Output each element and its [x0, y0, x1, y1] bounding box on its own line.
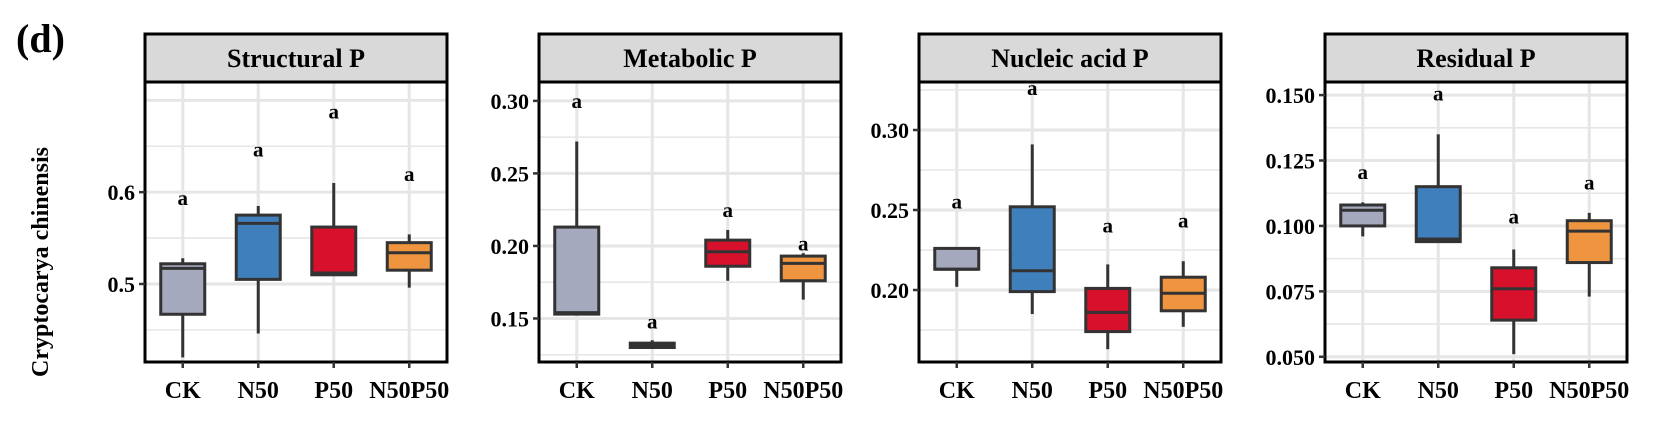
box-body	[310, 225, 358, 277]
x-tick-label: CK	[1345, 378, 1381, 404]
x-tick-label: CK	[165, 378, 201, 404]
box-ck: a	[933, 189, 981, 287]
box-p50: a	[1490, 204, 1538, 355]
box-ck: a	[553, 89, 601, 316]
plot-area	[539, 82, 841, 362]
y-tick-label: 0.25	[871, 198, 910, 223]
box-body	[553, 225, 601, 316]
significance-label: a	[723, 198, 734, 222]
strip-title: Residual P	[1416, 44, 1535, 73]
y-tick-label: 0.30	[491, 89, 530, 114]
row-label: Cryptocarya chinensis	[28, 147, 54, 377]
significance-label: a	[572, 89, 583, 113]
y-tick-label: 0.150	[1266, 83, 1316, 108]
significance-label: a	[253, 137, 264, 161]
box-n50p50: a	[385, 162, 433, 288]
significance-label: a	[1027, 76, 1038, 100]
y-tick-label: 0.15	[491, 306, 530, 331]
x-tick-label: P50	[314, 378, 353, 404]
y-tick-label: 0.050	[1266, 345, 1316, 370]
panel-4: a a a a Residual P 0.050 0.075 0.100 0.125 0.150 C…	[1266, 32, 1629, 404]
x-tick-label: N50P50	[1549, 378, 1629, 404]
box-body	[1008, 205, 1056, 294]
box-body	[1339, 203, 1387, 228]
y-tick-label: 0.30	[871, 118, 910, 143]
significance-label: a	[1103, 213, 1114, 237]
box-body	[1414, 185, 1462, 244]
significance-label: a	[1584, 170, 1595, 194]
y-tick-label: 0.5	[108, 272, 136, 297]
significance-label: a	[952, 189, 963, 213]
box-p50: a	[1084, 213, 1132, 350]
y-tick-label: 0.075	[1266, 279, 1316, 304]
x-tick-label: CK	[559, 378, 595, 404]
significance-label: a	[1178, 209, 1189, 233]
box-body	[779, 254, 827, 283]
box-n50: a	[1008, 76, 1056, 314]
box-ck: a	[1339, 160, 1387, 237]
x-tick-label: N50	[1012, 378, 1053, 404]
box-n50p50: a	[1159, 209, 1207, 327]
significance-label: a	[404, 162, 415, 186]
y-tick-label: 0.6	[108, 180, 136, 205]
x-tick-label: P50	[708, 378, 747, 404]
strip-header	[537, 32, 843, 84]
strip-header	[143, 32, 449, 84]
box-n50: a	[1414, 81, 1462, 244]
box-n50p50: a	[1565, 170, 1613, 297]
significance-label: a	[1358, 160, 1369, 184]
y-tick-label: 0.25	[491, 161, 530, 186]
box-n50: a	[234, 137, 282, 334]
strip-title: Nucleic acid P	[991, 44, 1149, 73]
box-body	[933, 246, 981, 271]
significance-label: a	[1509, 204, 1520, 228]
x-tick-label: N50	[238, 378, 279, 404]
x-tick-label: N50	[632, 378, 673, 404]
x-tick-label: CK	[939, 378, 975, 404]
x-tick-label: N50	[1418, 378, 1459, 404]
plot-area	[919, 82, 1221, 362]
x-tick-label: N50P50	[369, 378, 449, 404]
box-body	[234, 213, 282, 281]
box-p50: a	[310, 100, 358, 277]
significance-label: a	[798, 231, 809, 255]
box-body	[1565, 219, 1613, 265]
strip-title: Metabolic P	[623, 44, 757, 73]
y-tick-label: 0.20	[491, 234, 530, 259]
x-tick-label: P50	[1088, 378, 1127, 404]
x-tick-label: P50	[1494, 378, 1533, 404]
strip-header	[917, 32, 1223, 84]
strip-title: Structural P	[227, 44, 365, 73]
box-n50: a	[628, 310, 676, 349]
plot-area	[145, 82, 447, 362]
y-tick-label: 0.100	[1266, 214, 1316, 239]
box-body	[1490, 266, 1538, 322]
panel-letter: (d)	[16, 16, 65, 61]
y-tick-label: 0.125	[1266, 149, 1316, 174]
x-tick-label: N50P50	[1143, 378, 1223, 404]
significance-label: a	[647, 310, 658, 334]
box-ck: a	[159, 186, 207, 358]
box-body	[385, 241, 433, 272]
box-n50p50: a	[779, 231, 827, 300]
y-tick-label: 0.20	[871, 278, 910, 303]
box-body	[1084, 286, 1132, 334]
x-tick-label: N50P50	[763, 378, 843, 404]
strip-header	[1323, 32, 1629, 84]
significance-label: a	[178, 186, 189, 210]
significance-label: a	[329, 100, 340, 124]
significance-label: a	[1433, 81, 1444, 105]
box-p50: a	[704, 198, 752, 281]
box-body	[159, 262, 207, 316]
